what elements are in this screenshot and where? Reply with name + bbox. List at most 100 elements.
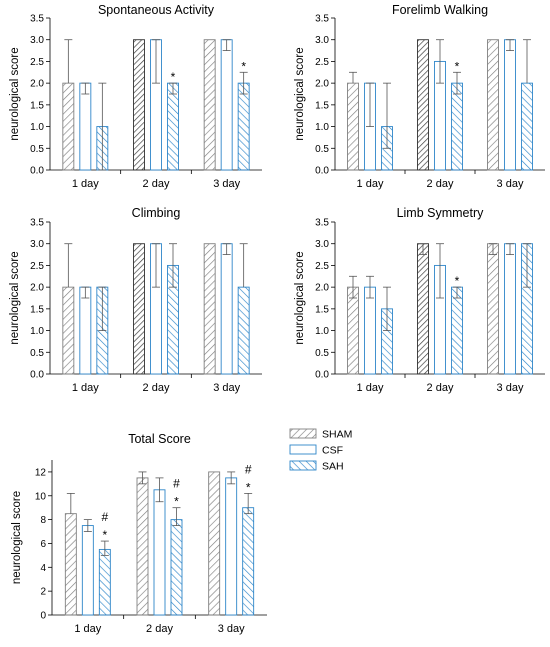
y-tick-label: 0.5: [315, 144, 329, 155]
y-tick-label: 2: [40, 587, 46, 598]
bar-sah: [242, 507, 255, 616]
y-tick-label: 3.5: [315, 14, 329, 25]
legend-label-sah: SAH: [322, 461, 344, 473]
y-tick-label: 0.5: [30, 144, 44, 155]
chart-title: Limb Symmetry: [397, 206, 485, 220]
legend-label-sham: SHAM: [322, 429, 352, 441]
y-tick-label: 12: [35, 467, 47, 478]
significance-star: *: [171, 70, 176, 84]
y-tick-label: 3.5: [315, 218, 329, 229]
y-tick-label: 2.5: [30, 261, 44, 272]
y-tick-label: 0.0: [30, 166, 44, 177]
y-tick-label: 1.0: [315, 326, 329, 337]
legend-swatch-sah: [289, 460, 317, 471]
bar-sham: [347, 82, 359, 171]
y-tick-label: 0: [40, 611, 46, 622]
bar-csf: [225, 477, 238, 616]
x-tick-label: 3 day: [497, 382, 524, 394]
y-axis-label: neurological score: [294, 47, 306, 140]
significance-star: *: [174, 495, 179, 509]
y-axis-label: neurological score: [9, 251, 21, 344]
x-tick-label: 1 day: [72, 382, 99, 394]
y-tick-label: 0.5: [315, 348, 329, 359]
bar-sham: [347, 286, 359, 375]
y-tick-label: 3.0: [30, 239, 44, 250]
y-tick-label: 0.5: [30, 348, 44, 359]
bar-sham: [62, 286, 75, 375]
bar-csf: [220, 39, 233, 171]
significance-star: *: [102, 528, 107, 542]
bar-csf: [220, 243, 233, 375]
chart-1: Spontaneous Activity neurological score 0.…: [9, 3, 262, 190]
bar-csf: [504, 39, 516, 171]
x-tick-label: 2 day: [427, 178, 454, 190]
chart-2: Forelimb Walking neurological score 0.0 0.5…: [294, 3, 545, 190]
bar-sah: [451, 82, 463, 171]
bar-csf: [504, 243, 516, 375]
x-tick-label: 1 day: [357, 178, 384, 190]
y-tick-label: 2.5: [315, 261, 329, 272]
x-tick-label: 2 day: [143, 178, 170, 190]
bar-sah: [170, 519, 183, 616]
bar-sham: [62, 82, 75, 171]
legend: SHAM CSF SAH: [289, 428, 352, 473]
bar-csf: [364, 286, 376, 375]
significance-star: *: [246, 480, 251, 494]
y-tick-label: 2.0: [30, 283, 44, 294]
significance-star: *: [455, 59, 460, 73]
chart-title: Forelimb Walking: [392, 3, 488, 17]
y-tick-label: 8: [40, 515, 46, 526]
y-tick-label: 0.0: [315, 370, 329, 381]
y-tick-label: 1.5: [30, 304, 44, 315]
bar-sham: [487, 243, 499, 375]
bar-sham: [64, 513, 77, 616]
y-tick-label: 2.0: [315, 79, 329, 90]
bar-sham: [203, 243, 216, 375]
y-tick-label: 0.0: [315, 166, 329, 177]
chart-4: Limb Symmetry neurological score 0.0 0.5 1.0…: [294, 206, 545, 394]
significance-hash: #: [173, 477, 180, 491]
significance-star: *: [241, 59, 246, 73]
y-axis-label: neurological score: [294, 251, 306, 344]
x-tick-label: 1 day: [72, 178, 99, 190]
y-tick-label: 2.5: [315, 57, 329, 68]
y-tick-label: 10: [35, 491, 47, 502]
bar-sah: [521, 82, 533, 171]
y-tick-label: 0.0: [30, 370, 44, 381]
bar-sham: [487, 39, 499, 171]
bar-sah: [98, 548, 111, 616]
y-tick-label: 2.0: [30, 79, 44, 90]
y-tick-label: 3.0: [315, 35, 329, 46]
bar-sham: [208, 471, 221, 616]
y-tick-label: 1.5: [30, 100, 44, 111]
significance-hash: #: [101, 510, 108, 524]
y-tick-label: 4: [40, 563, 46, 574]
legend-swatch-sham: [289, 428, 317, 439]
bar-sham: [136, 477, 149, 616]
bar-csf: [79, 82, 92, 171]
bar-sah: [451, 286, 463, 375]
bar-sham: [417, 243, 429, 375]
y-tick-label: 3.0: [30, 35, 44, 46]
y-tick-label: 1.5: [315, 100, 329, 111]
bar-csf: [81, 525, 94, 616]
x-tick-label: 3 day: [497, 178, 524, 190]
bar-sah: [167, 82, 179, 171]
y-tick-label: 3.5: [30, 218, 44, 229]
x-tick-label: 3 day: [213, 178, 240, 190]
x-tick-label: 3 day: [213, 382, 240, 394]
y-axis-label: neurological score: [9, 47, 21, 140]
y-tick-label: 1.5: [315, 304, 329, 315]
x-tick-label: 2 day: [146, 623, 173, 635]
x-tick-label: 2 day: [143, 382, 170, 394]
y-tick-label: 3.5: [30, 14, 44, 25]
y-axis-label: neurological score: [11, 491, 23, 584]
y-tick-label: 1.0: [30, 326, 44, 337]
x-tick-label: 2 day: [427, 382, 454, 394]
chart-3: Climbing neurological score 0.0 0.5 1.0 1.5 2.…: [9, 206, 262, 394]
y-tick-label: 3.0: [315, 239, 329, 250]
y-tick-label: 1.0: [30, 122, 44, 133]
chart-title: Climbing: [132, 206, 181, 220]
bar-sah: [237, 82, 250, 171]
